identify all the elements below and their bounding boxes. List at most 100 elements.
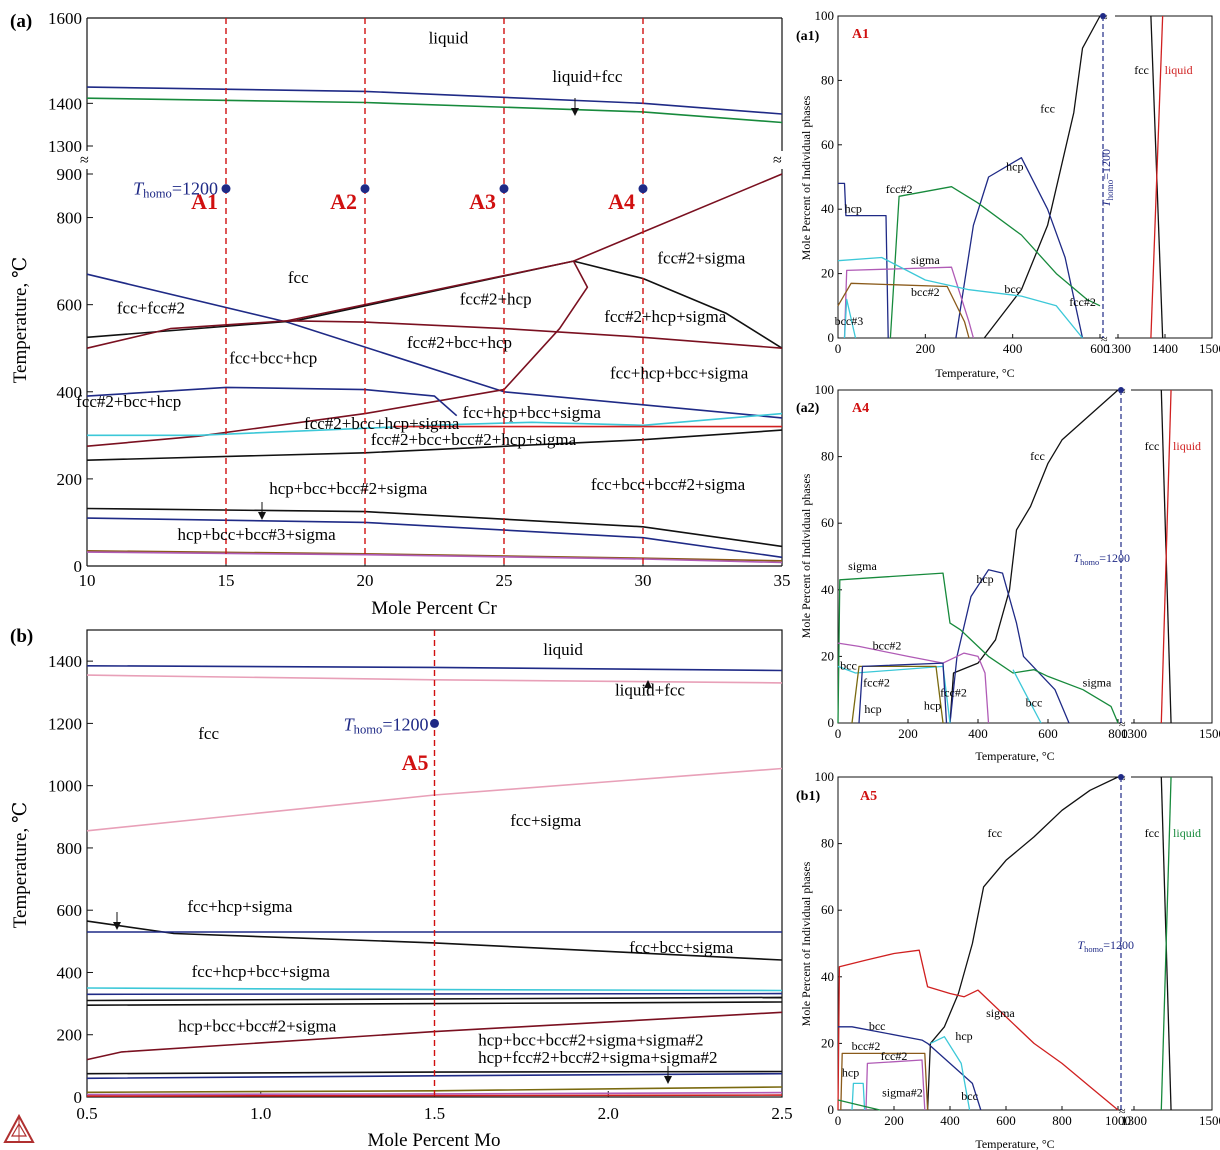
- axis-frame: [837, 776, 1213, 1111]
- phase-label: bcc#2: [852, 1039, 881, 1053]
- phase-label: bcc#2: [873, 639, 902, 653]
- phase-label: bcc: [961, 1089, 978, 1103]
- homogenization-point: [1118, 387, 1124, 393]
- phase-fraction-line: [926, 776, 1119, 1111]
- composition-label: A5: [402, 750, 429, 775]
- axis-frame: [837, 389, 1213, 724]
- y-tick-label: 1400: [48, 652, 82, 671]
- x-axis-label-a2: Temperature, °C: [975, 749, 1054, 763]
- phase-fraction-line: [949, 569, 1070, 724]
- plot-b1: ≈≈0204060801000200400600800100013001500f…: [815, 769, 1220, 1128]
- annotation-arrowhead: [644, 680, 652, 688]
- phase-region-label: fcc+bcc+sigma: [629, 938, 734, 957]
- phase-fraction-line: [1160, 776, 1172, 1111]
- panel-title-b1: A5: [860, 789, 877, 804]
- composition-label: A3: [469, 189, 496, 214]
- phase-label: sigma: [986, 1006, 1015, 1020]
- phase-label: hcp: [842, 1066, 859, 1080]
- composition-label: A1: [191, 189, 218, 214]
- phase-boundary-line: [86, 429, 783, 461]
- panel-label-a: (a): [10, 11, 32, 32]
- plot-a2: ≈≈020406080100020040060080013001500fccsi…: [815, 382, 1220, 741]
- x-tick-label: 1300: [1121, 1113, 1147, 1128]
- phase-fraction-line: [858, 662, 948, 724]
- phase-label: fcc#2: [940, 685, 967, 699]
- y-tick-label: 1400: [48, 94, 82, 113]
- panel-a1: (a1) A1 Temperature, °C Mole Percent of …: [796, 27, 1015, 380]
- axis-frame: [837, 15, 1213, 339]
- x-tick-label: 20: [357, 571, 374, 590]
- thermo-calc-logo: [3, 1113, 35, 1143]
- phase-boundary-line: [86, 674, 783, 684]
- annotation-arrowhead: [571, 108, 579, 116]
- panel-title-a2: A4: [852, 401, 869, 416]
- phase-fraction-line: [983, 15, 1101, 339]
- phase-fraction-line: [837, 949, 1119, 1111]
- y-tick-label: 200: [57, 470, 83, 489]
- phase-region-label: fcc+hcp+bcc+sigma: [192, 962, 331, 981]
- phase-region-label: fcc#2+hcp: [460, 290, 532, 309]
- phase-label: hcp: [845, 201, 862, 215]
- x-tick-label: 1300: [1105, 341, 1131, 356]
- x-tick-label: 600: [996, 1113, 1016, 1128]
- x-tick-label: 800: [1052, 1113, 1072, 1128]
- phase-fraction-line: [838, 1026, 982, 1111]
- y-tick-label: 20: [821, 266, 834, 281]
- phase-label: hcp: [976, 572, 993, 586]
- axis-break-gap: [1103, 10, 1115, 344]
- panel-label-a1: (a1): [796, 29, 820, 44]
- annotation-arrowhead: [113, 922, 121, 930]
- phase-label: fcc: [1145, 439, 1160, 453]
- panel-label-a2: (a2): [796, 401, 820, 416]
- phase-label: sigma: [911, 253, 940, 267]
- phase-label: fcc: [1040, 102, 1055, 116]
- x-tick-label: 35: [774, 571, 791, 590]
- y-tick-label: 400: [57, 963, 83, 982]
- homogenization-point: [638, 184, 648, 194]
- axis-break-gap: [1121, 384, 1131, 729]
- y-tick-label: 600: [57, 901, 83, 920]
- plot-b: 0.5 1.0 1.5 2.0 2.5 0 200 400 600 800 1000 1200 1400…: [48, 630, 793, 1123]
- phase-fraction-line: [837, 665, 951, 724]
- phase-boundary-line: [86, 1011, 783, 1061]
- annotation-arrowhead: [258, 512, 266, 520]
- phase-fraction-line: [930, 1036, 971, 1111]
- homogenization-point: [221, 184, 231, 194]
- y-axis-label-a: Temperature, ℃: [10, 257, 31, 383]
- phase-fraction-line: [865, 1059, 926, 1111]
- y-tick-label: 40: [821, 201, 834, 216]
- x-tick-label: 30: [635, 571, 652, 590]
- phase-label: fcc#2: [881, 1049, 908, 1063]
- y-axis-label-b1: Mole Percent of Individual phases: [799, 861, 813, 1026]
- phase-region-label: fcc+hcp+bcc+sigma: [463, 403, 602, 422]
- phase-label: bcc#2: [911, 285, 940, 299]
- phase-fraction-line: [843, 266, 975, 339]
- phase-fraction-line: [1160, 389, 1172, 724]
- phase-boundary-line: [86, 97, 783, 124]
- homogenization-point: [1118, 774, 1124, 780]
- x-tick-label: 15: [218, 571, 235, 590]
- axis-break-mark: ≈: [1119, 1104, 1126, 1118]
- x-tick-label: 400: [940, 1113, 960, 1128]
- y-tick-label: 1200: [48, 714, 82, 733]
- y-tick-label: 60: [821, 137, 834, 152]
- y-tick-label: 0: [74, 557, 83, 576]
- phase-label: liquid: [1173, 826, 1201, 840]
- phase-region-label: fcc#2+sigma: [657, 248, 745, 267]
- phase-fraction-line: [840, 1052, 929, 1111]
- axis-break-mark: ≈: [773, 152, 782, 169]
- x-axis-label-a1: Temperature, °C: [935, 366, 1014, 380]
- y-tick-label: 0: [828, 330, 835, 345]
- y-tick-label: 100: [815, 8, 835, 23]
- thomo-label: Thomo=1200: [1073, 551, 1130, 567]
- phase-region-label: fcc#2+bcc+hcp+sigma: [304, 414, 460, 433]
- thomo-label: Thomo=1200: [1077, 938, 1134, 954]
- axis-break-gap: [1121, 771, 1131, 1116]
- panel-a: (a) ≈ ≈ Mole Percent Cr Temperature, ℃: [10, 11, 787, 619]
- x-tick-label: 1000: [1105, 1113, 1131, 1128]
- y-tick-label: 80: [821, 449, 834, 464]
- x-tick-label: 600: [1090, 341, 1110, 356]
- x-tick-label: 0: [835, 726, 842, 741]
- panel-label-b1: (b1): [796, 789, 820, 804]
